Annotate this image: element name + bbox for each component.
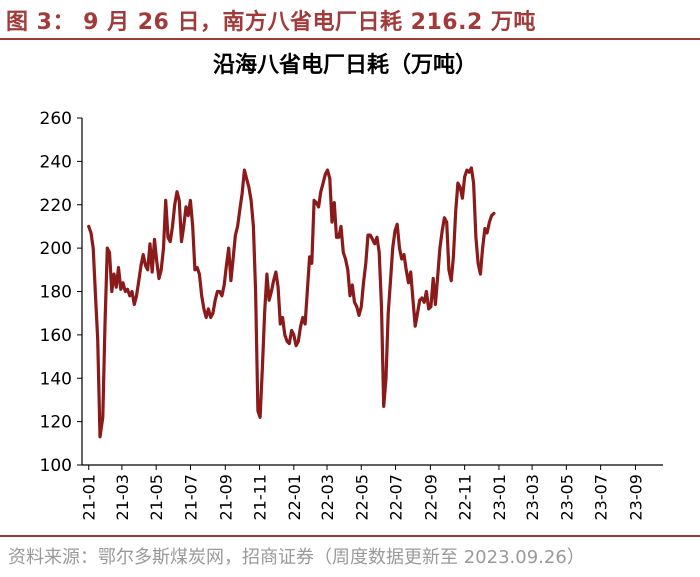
x-tick-label: 22-03 bbox=[318, 474, 337, 521]
y-tick-label: 220 bbox=[40, 196, 72, 216]
x-tick-label: 23-03 bbox=[523, 474, 542, 521]
x-tick-label: 22-11 bbox=[456, 474, 475, 521]
header-divider bbox=[0, 38, 700, 40]
x-tick-label: 22-05 bbox=[352, 474, 371, 521]
y-tick-label: 200 bbox=[40, 239, 72, 259]
x-tick-label: 22-07 bbox=[387, 474, 406, 521]
y-tick-label: 140 bbox=[40, 369, 72, 389]
x-tick-label: 21-09 bbox=[216, 474, 235, 521]
figure-footer: 资料来源：鄂尔多斯煤炭网，招商证券（周度数据更新至 2023.09.26） bbox=[0, 535, 700, 577]
y-tick-label: 260 bbox=[40, 109, 72, 129]
x-tick-label: 22-01 bbox=[285, 474, 304, 521]
plot-area bbox=[87, 166, 496, 439]
y-tick-label: 120 bbox=[40, 413, 72, 433]
series-line bbox=[87, 166, 496, 439]
x-tick-label: 21-01 bbox=[80, 474, 99, 521]
figure-header: 图 3： 9 月 26 日，南方八省电厂日耗 216.2 万吨 bbox=[0, 0, 700, 42]
axes: 100 120 140 160 180 200 220 240 260 21-01 21-03 21-… bbox=[40, 109, 663, 521]
chart-title: 沿海八省电厂日耗（万吨） bbox=[213, 52, 477, 78]
figure-title: 图 3： 9 月 26 日，南方八省电厂日耗 216.2 万吨 bbox=[6, 10, 536, 35]
source-note: 资料来源：鄂尔多斯煤炭网，招商证券（周度数据更新至 2023.09.26） bbox=[8, 547, 585, 568]
y-tick-label: 100 bbox=[40, 456, 72, 476]
line-chart: 沿海八省电厂日耗（万吨） 100 120 140 160 180 200 220 240 260… bbox=[40, 52, 663, 521]
x-tick-label: 21-07 bbox=[181, 474, 200, 521]
x-tick-label: 23-09 bbox=[626, 474, 645, 521]
x-tick-label: 21-03 bbox=[113, 474, 132, 521]
y-tick-label: 160 bbox=[40, 326, 72, 346]
x-tick-label: 23-07 bbox=[592, 474, 611, 521]
x-tick-label: 21-05 bbox=[147, 474, 166, 521]
y-tick-label: 180 bbox=[40, 283, 72, 303]
x-tick-label: 23-01 bbox=[490, 474, 509, 521]
x-tick-label: 22-09 bbox=[421, 474, 440, 521]
x-tick-label: 21-11 bbox=[251, 474, 270, 521]
footer-divider bbox=[0, 535, 700, 537]
y-tick-label: 240 bbox=[40, 152, 72, 172]
x-tick-label: 23-05 bbox=[557, 474, 576, 521]
